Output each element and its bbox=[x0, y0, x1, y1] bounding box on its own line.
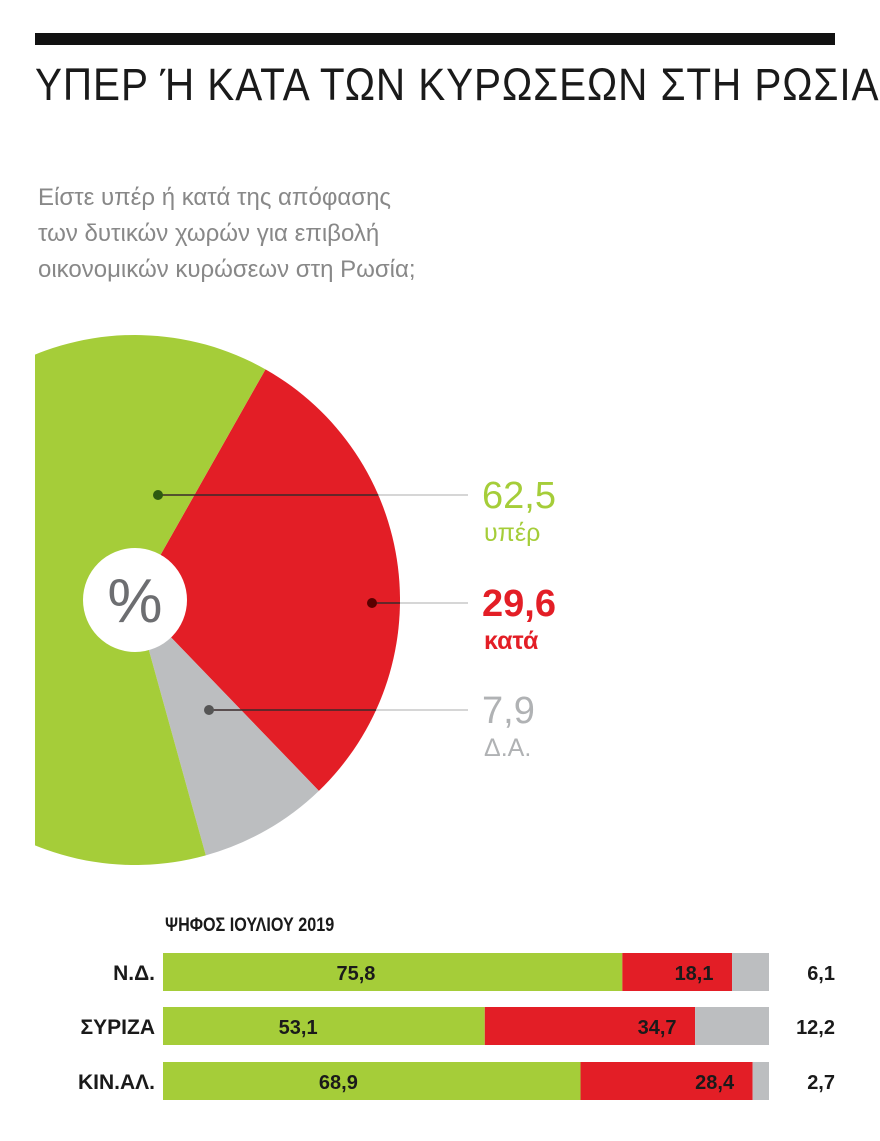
bar-segment-2 bbox=[752, 1062, 769, 1100]
pie-category-label-0: υπέρ bbox=[484, 519, 540, 547]
bar-value-label: 6,1 bbox=[807, 963, 835, 985]
leader-dot-2 bbox=[204, 705, 214, 715]
bar-segment-2 bbox=[695, 1007, 769, 1045]
bar-segment-1 bbox=[580, 1062, 753, 1100]
bar-value-label: 18,1 bbox=[675, 963, 714, 985]
pie-center-label: % bbox=[107, 567, 162, 636]
bar-segment-0 bbox=[163, 953, 623, 991]
bar-segment-2 bbox=[732, 953, 769, 991]
pie-slice-0 bbox=[35, 335, 266, 865]
pie-value-label-1: 29,6 bbox=[482, 583, 556, 625]
bar-segment-1 bbox=[622, 953, 733, 991]
bar-value-label: 12,2 bbox=[796, 1017, 835, 1039]
bar-value-label: 53,1 bbox=[279, 1017, 318, 1039]
bar-category-label: Ν.Δ. bbox=[113, 962, 155, 985]
chart-subtitle: Είστε υπέρ ή κατά της απόφασης των δυτικ… bbox=[38, 184, 416, 283]
pie-category-label-2: Δ.Α. bbox=[484, 734, 531, 762]
leader-dot-0 bbox=[153, 490, 163, 500]
chart-title: ΥΠΕΡ Ή ΚΑΤΑ ΤΩΝ ΚΥΡΩΣΕΩΝ ΣΤΗ ΡΩΣΙΑ bbox=[35, 59, 880, 110]
pie-value-label-2: 7,9 bbox=[482, 690, 535, 732]
pie-slice-2 bbox=[135, 600, 319, 856]
pie-category-label-1: κατά bbox=[484, 627, 539, 655]
bar-value-label: 2,7 bbox=[807, 1072, 835, 1094]
bar-segment-0 bbox=[163, 1062, 581, 1100]
top-rule bbox=[35, 33, 835, 45]
bar-chart-title: ΨΗΦΟΣ ΙΟΥΛΙΟΥ 2019 bbox=[165, 915, 335, 936]
pie-center-hole bbox=[83, 548, 187, 652]
bar-value-label: 75,8 bbox=[336, 963, 375, 985]
bar-value-label: 68,9 bbox=[319, 1072, 358, 1094]
bar-segment-0 bbox=[163, 1007, 485, 1045]
bar-value-label: 28,4 bbox=[695, 1072, 735, 1094]
leader-dot-1 bbox=[367, 598, 377, 608]
pie-value-label-0: 62,5 bbox=[482, 475, 556, 517]
bar-value-label: 34,7 bbox=[638, 1017, 677, 1039]
bar-segment-1 bbox=[484, 1007, 696, 1045]
pie bbox=[35, 335, 400, 865]
pie-slice-1 bbox=[135, 369, 400, 791]
bar-category-label: ΣΥΡΙΖΑ bbox=[81, 1016, 155, 1039]
bar-category-label: ΚΙΝ.ΑΛ. bbox=[78, 1071, 155, 1094]
